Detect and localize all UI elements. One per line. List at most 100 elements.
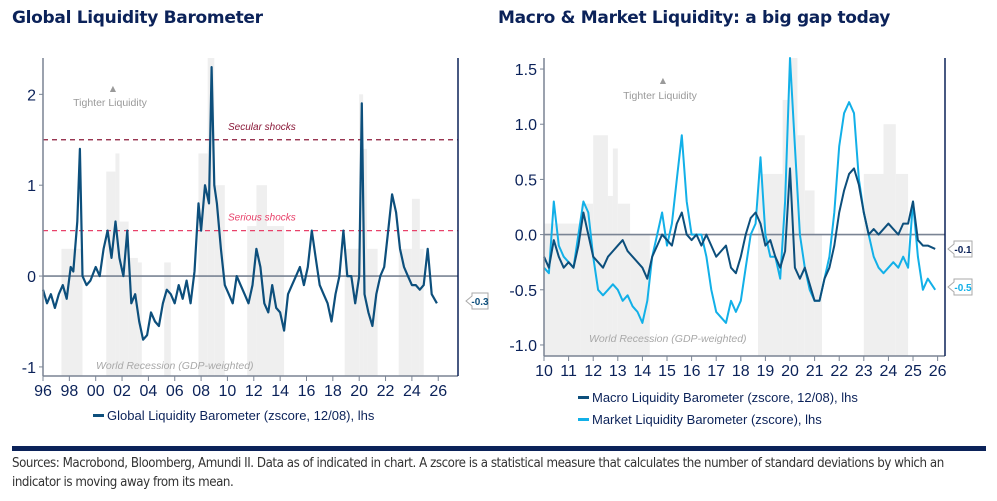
x-tick-label: 02 xyxy=(113,383,131,400)
tighter-up-icon: ▲ xyxy=(658,75,668,87)
recession-bar xyxy=(544,223,581,356)
left-last-value-tag: -0.3 xyxy=(465,292,489,310)
x-tick-label: 20 xyxy=(350,383,368,400)
right-last-value-market-tag: -0.5 xyxy=(947,278,973,296)
recession-bar xyxy=(814,234,822,356)
footer-divider xyxy=(12,446,986,451)
x-tick-label: 24 xyxy=(403,383,421,400)
legend-swatch-market xyxy=(578,418,589,421)
y-tick-label: 1.0 xyxy=(515,117,537,134)
recession-bar xyxy=(411,198,420,376)
y-tick-label: 1 xyxy=(27,178,36,195)
x-tick-label: 13 xyxy=(609,363,627,380)
y-tick-label: 0.5 xyxy=(515,172,537,189)
right-legend-market-label: Market Liquidity Barometer (zscore), lhs xyxy=(592,412,822,427)
x-tick-label: 22 xyxy=(377,383,395,400)
right-tighter-liquidity-label: Tighter Liquidity xyxy=(623,90,697,102)
legend-swatch-macro xyxy=(578,396,589,399)
right-legend-item-market: Market Liquidity Barometer (zscore), lhs xyxy=(578,412,822,427)
x-tick-label: 18 xyxy=(732,363,750,380)
recession-bar xyxy=(804,190,815,356)
y-tick-label: -1 xyxy=(22,360,36,377)
recession-bar xyxy=(106,171,116,376)
global-liquidity-line xyxy=(41,66,438,341)
left-tighter-liquidity-label: Tighter Liquidity xyxy=(73,97,147,109)
recession-bar xyxy=(214,185,225,376)
x-tick-label: 25 xyxy=(904,363,922,380)
y-tick-label: 0 xyxy=(27,269,36,286)
right-chart: -1.0 -0.5 0.0 0.5 1.0 1.5 10 11 12 13 14 15 16 17 18 19… xyxy=(509,57,973,380)
recession-bar xyxy=(593,135,608,356)
serious-shocks-label: Serious shocks xyxy=(228,213,296,224)
left-chart-title: Global Liquidity Barometer xyxy=(12,8,263,28)
x-tick-label: 14 xyxy=(271,383,289,400)
recession-bar xyxy=(895,173,909,356)
recession-bar xyxy=(419,248,424,376)
recession-bar xyxy=(164,262,171,376)
recession-bar xyxy=(115,153,120,376)
x-tick-label: 26 xyxy=(929,363,947,380)
x-tick-label: 24 xyxy=(880,363,898,380)
x-tick-label: 06 xyxy=(166,383,184,400)
x-tick-label: 00 xyxy=(87,383,105,400)
y-tick-label: -0.5 xyxy=(509,283,537,300)
x-tick-label: 08 xyxy=(192,383,210,400)
secular-shocks-label: Secular shocks xyxy=(228,122,296,133)
x-tick-label: 16 xyxy=(298,383,316,400)
x-tick-label: 14 xyxy=(634,363,652,380)
recession-bar xyxy=(344,248,360,376)
x-tick-label: 12 xyxy=(245,383,263,400)
x-tick-label: 16 xyxy=(683,363,701,380)
right-recession-label: World Recession (GDP-weighted) xyxy=(589,333,747,345)
left-recession-label: World Recession (GDP-weighted) xyxy=(96,360,254,372)
x-tick-label: 96 xyxy=(34,383,52,400)
recession-bar xyxy=(398,248,412,376)
x-tick-label: 04 xyxy=(139,383,157,400)
x-tick-label: 23 xyxy=(855,363,873,380)
y-tick-label: 0.0 xyxy=(515,228,537,245)
x-tick-label: 20 xyxy=(781,363,799,380)
x-tick-label: 12 xyxy=(584,363,602,380)
x-tick-label: 10 xyxy=(535,363,553,380)
recession-bar xyxy=(790,58,798,356)
recession-bar xyxy=(128,257,138,376)
recession-bar xyxy=(863,173,884,356)
legend-swatch-global xyxy=(93,414,104,417)
recession-bar xyxy=(630,234,650,356)
right-axes: -1.0 -0.5 0.0 0.5 1.0 1.5 10 11 12 13 14 15 16 17 18 19… xyxy=(509,58,947,380)
tighter-up-icon: ▲ xyxy=(108,83,118,95)
x-tick-label: 17 xyxy=(707,363,725,380)
x-tick-label: 22 xyxy=(830,363,848,380)
recession-bar xyxy=(883,124,896,356)
right-chart-title: Macro & Market Liquidity: a big gap toda… xyxy=(498,8,890,28)
right-last-value-macro: -0.1 xyxy=(954,245,972,256)
x-tick-label: 21 xyxy=(806,363,824,380)
recession-bar xyxy=(207,58,215,376)
macro-liquidity-line xyxy=(543,167,936,302)
left-legend-item: Global Liquidity Barometer (zscore, 12/0… xyxy=(93,408,374,423)
y-tick-label: 2 xyxy=(27,87,36,104)
right-recession-shading xyxy=(544,58,909,357)
recession-bar xyxy=(119,221,129,376)
right-legend-macro-label: Macro Liquidity Barometer (zscore, 12/08… xyxy=(592,390,858,405)
recession-bar xyxy=(612,148,618,356)
y-tick-label: 1.5 xyxy=(515,62,537,79)
x-tick-label: 26 xyxy=(429,383,447,400)
recession-bar xyxy=(61,248,83,376)
recession-bar xyxy=(607,195,613,356)
left-last-value: -0.3 xyxy=(471,297,489,308)
recession-bar xyxy=(247,226,257,376)
x-tick-label: 19 xyxy=(757,363,775,380)
right-last-value-market: -0.5 xyxy=(954,283,972,294)
recession-bar xyxy=(359,94,364,376)
x-tick-label: 15 xyxy=(658,363,676,380)
right-last-value-macro-tag: -0.1 xyxy=(947,240,973,258)
y-tick-label: -1.0 xyxy=(509,338,537,355)
x-tick-label: 10 xyxy=(219,383,237,400)
x-tick-label: 18 xyxy=(324,383,342,400)
recession-bar xyxy=(367,248,378,376)
x-tick-label: 11 xyxy=(560,363,577,380)
